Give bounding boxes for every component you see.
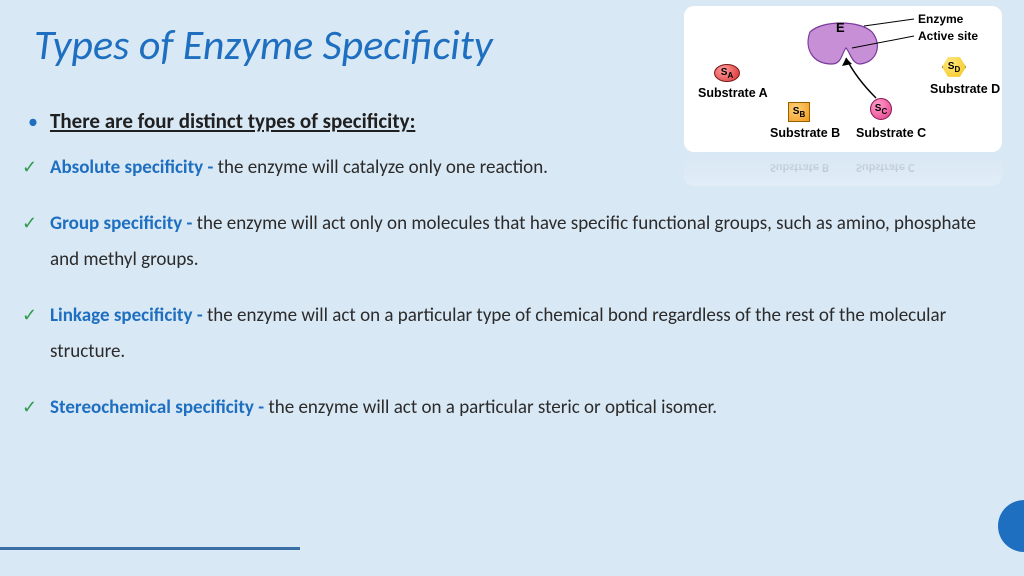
enzyme-diagram: E Enzyme Active site SA Substrate A SB S… — [684, 6, 1002, 186]
side-tab — [998, 500, 1024, 552]
intro-text: There are four distinct types of specifi… — [50, 108, 415, 134]
list-item: ✓ Stereochemical specificity - the enzym… — [22, 390, 994, 426]
active-site-label: Active site — [918, 29, 978, 43]
substrate-d-label: Substrate D — [930, 82, 1000, 96]
term: Absolute specificity - — [50, 156, 218, 179]
decorative-underline — [0, 547, 300, 550]
diagram-reflection: Substrate B Substrate C — [684, 152, 1002, 186]
term: Group specificity - — [50, 212, 197, 235]
desc: the enzyme will act on a particular ster… — [268, 396, 717, 419]
list-item: ✓ Linkage specificity - the enzyme will … — [22, 298, 994, 370]
desc: the enzyme will catalyze only one reacti… — [218, 156, 548, 179]
page-title: Types of Enzyme Specificity — [34, 20, 493, 71]
bullet-icon: • — [28, 112, 38, 132]
term: Linkage specificity - — [50, 304, 207, 327]
substrate-c-label: Substrate C — [856, 126, 926, 140]
items-list: ✓ Absolute specificity - the enzyme will… — [22, 150, 994, 427]
check-icon: ✓ — [22, 150, 40, 184]
enzyme-label: Enzyme — [918, 12, 963, 26]
list-item: ✓ Group specificity - the enzyme will ac… — [22, 206, 994, 278]
substrate-b-label: Substrate B — [770, 126, 840, 140]
substrate-b-icon: SB — [788, 102, 810, 122]
check-icon: ✓ — [22, 390, 40, 424]
check-icon: ✓ — [22, 298, 40, 332]
check-icon: ✓ — [22, 206, 40, 240]
substrate-a-icon: SA — [714, 64, 740, 82]
substrate-a-label: Substrate A — [698, 86, 768, 100]
substrate-c-icon: SC — [870, 98, 892, 120]
term: Stereochemical specificity - — [50, 396, 268, 419]
intro-row: • There are four distinct types of speci… — [28, 108, 415, 134]
